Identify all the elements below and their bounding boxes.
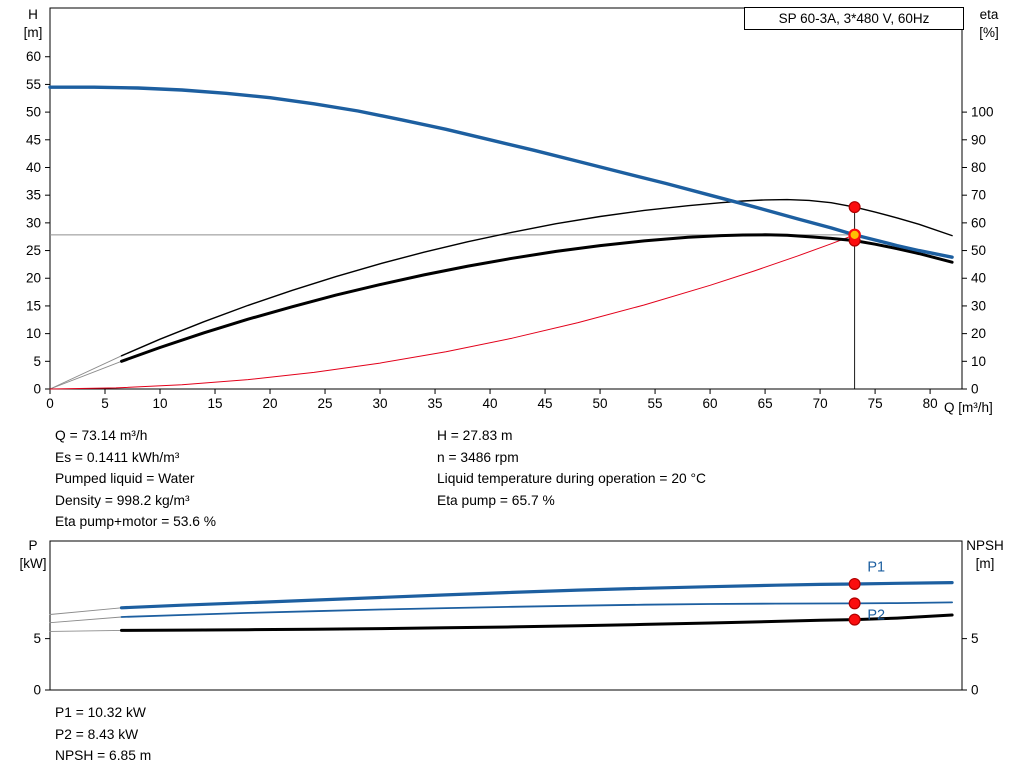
- density-value: Density = 998.2 kg/m³: [55, 492, 190, 508]
- p2-curve: [120, 601, 953, 618]
- y-right-tick-label: 40: [971, 271, 986, 286]
- speed-value: n = 3486 rpm: [437, 449, 519, 465]
- eta-axis-symbol: eta: [979, 7, 999, 22]
- h-value: H = 27.83 m: [437, 428, 513, 443]
- y-right-tick-label: 90: [971, 132, 986, 147]
- q-axis-label: Q [m³/h]: [944, 400, 993, 415]
- p1-curve: [119, 581, 954, 610]
- duty-info-right: H = 27.83 m n = 3486 rpm Liquid temperat…: [437, 425, 706, 511]
- x-tick-label: 75: [868, 396, 883, 411]
- lead-p1: [49, 607, 122, 615]
- y-right-tick-label: 70: [971, 188, 986, 203]
- x-tick-label: 30: [373, 396, 388, 411]
- es-value: Es = 0.1411 kWh/m³: [55, 449, 180, 465]
- x-tick-label: 25: [318, 396, 333, 411]
- power-npsh-chart: 0 5 0 5 P1 P2: [33, 540, 979, 698]
- x-tick-label: 40: [483, 396, 498, 411]
- y-right-tick-label: 0: [971, 683, 979, 698]
- x-tick-label: 70: [813, 396, 828, 411]
- liquid-temperature-value: Liquid temperature during operation = 20…: [437, 471, 706, 486]
- power-info: P1 = 10.32 kW P2 = 8.43 kW NPSH = 6.85 m: [55, 702, 151, 767]
- x-tick-label: 55: [648, 396, 663, 411]
- x-tick-label: 60: [703, 396, 718, 411]
- x-tick-label: 20: [263, 396, 278, 411]
- q-value: Q = 73.14 m³/h: [55, 428, 148, 443]
- plot-border: [49, 7, 963, 390]
- y-left-tick-label: 55: [26, 77, 41, 92]
- x-tick-label: 10: [152, 396, 167, 411]
- duty-eta-pump-dot: [848, 201, 861, 214]
- y-left-tick-label: 0: [33, 382, 41, 397]
- h-axis-unit: [m]: [23, 25, 43, 40]
- y-left-tick-label: 40: [26, 160, 41, 175]
- y-left-tick-label: 10: [26, 326, 41, 341]
- x-tick-label: 50: [593, 396, 608, 411]
- y-left-tick-label: 20: [26, 271, 41, 286]
- x-tick-label: 35: [428, 396, 443, 411]
- p-axis-unit: [kW]: [19, 556, 47, 571]
- lead-npsh: [49, 629, 122, 632]
- npsh-axis-unit: [m]: [975, 556, 995, 571]
- y-right-tick-label: 80: [971, 160, 986, 175]
- lead-eta-pump: [49, 355, 122, 390]
- eta-axis-label: eta [%]: [968, 6, 1010, 42]
- p2-series-label: P2: [867, 608, 885, 624]
- lead-eta-pump-motor: [49, 360, 122, 390]
- duty-info-left: Q = 73.14 m³/h Es = 0.1411 kWh/m³ Pumped…: [55, 425, 216, 533]
- y-right-tick-label: 0: [971, 382, 979, 397]
- x-tick-label: 5: [101, 396, 109, 411]
- duty-npsh-dot: [848, 613, 861, 626]
- eta-pump-value: Eta pump = 65.7 %: [437, 492, 555, 508]
- x-tick-label: 45: [538, 396, 553, 411]
- eta-pump-motor-curve: [120, 233, 954, 363]
- npsh-value: NPSH = 6.85 m: [55, 748, 152, 763]
- pump-title-box: SP 60-3A, 3*480 V, 60Hz: [744, 7, 964, 30]
- y-left-tick-label: 45: [26, 132, 41, 147]
- y-left-tick-label: 25: [26, 243, 41, 258]
- npsh-curve: [120, 613, 954, 632]
- y-left-tick-label: 50: [26, 105, 41, 120]
- y-right-tick-label: 5: [971, 631, 979, 646]
- p2-value: P2 = 8.43 kW: [55, 726, 139, 742]
- p-axis-symbol: P: [28, 538, 38, 553]
- npsh-axis-label: NPSH [m]: [960, 537, 1010, 573]
- y-right-tick-label: 60: [971, 215, 986, 230]
- y-right-tick-label: 20: [971, 326, 986, 341]
- y-left-tick-label: 5: [33, 354, 41, 369]
- y-right-tick-label: 30: [971, 298, 986, 313]
- y-right-tick-label: 100: [971, 105, 994, 120]
- y-left-tick-label: 60: [26, 49, 41, 64]
- lead-p2: [49, 616, 122, 624]
- qh-efficiency-chart: 0 5 10 15 20 25 30 35 40 45 50 55 60 65 70 75 80 0 5 10 15 20…: [26, 7, 994, 411]
- y-left-tick-label: 5: [33, 631, 41, 646]
- y-right-tick-label: 50: [971, 243, 986, 258]
- affinity-parabola: [49, 234, 856, 390]
- x-tick-label: 0: [46, 396, 54, 411]
- h-axis-symbol: H: [28, 7, 38, 22]
- p1-value: P1 = 10.32 kW: [55, 705, 146, 720]
- x-tick-label: 65: [758, 396, 773, 411]
- duty-p2-dot: [848, 597, 861, 610]
- duty-point-qh: [848, 228, 861, 242]
- x-tick-label: 15: [208, 396, 223, 411]
- p-axis-label: P [kW]: [12, 537, 54, 573]
- eta-pump-motor-value: Eta pump+motor = 53.6 %: [55, 514, 217, 529]
- eta-axis-unit: [%]: [979, 25, 999, 40]
- head-curve: [48, 85, 954, 259]
- p1-series-label: P1: [867, 559, 885, 575]
- y-left-tick-label: 0: [33, 683, 41, 698]
- y-left-tick-label: 35: [26, 188, 41, 203]
- x-tick-label: 80: [923, 396, 938, 411]
- h-axis-label: H [m]: [14, 6, 52, 42]
- y-left-tick-label: 30: [26, 215, 41, 230]
- pumped-liquid-value: Pumped liquid = Water: [55, 471, 195, 486]
- npsh-axis-symbol: NPSH: [966, 538, 1004, 553]
- y-right-tick-label: 10: [971, 354, 986, 369]
- plot-border: [49, 540, 963, 691]
- y-left-tick-label: 15: [26, 298, 41, 313]
- duty-p1-dot: [848, 577, 861, 590]
